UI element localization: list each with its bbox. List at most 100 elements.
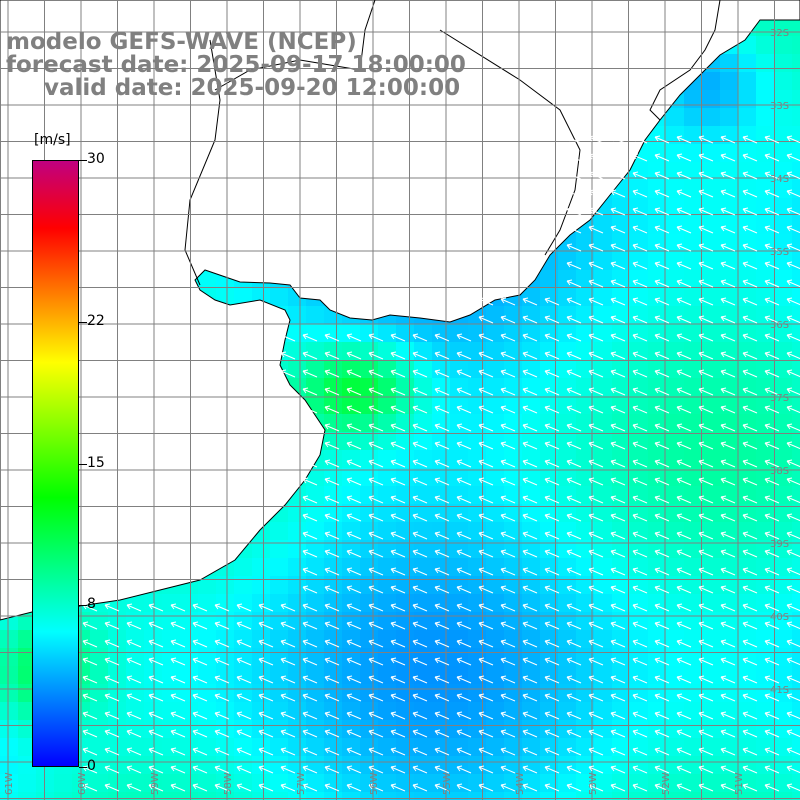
wind-arrow [566,729,582,738]
wind-cell [594,216,612,234]
wind-cell [306,612,324,630]
wind-arrow [676,153,692,162]
wind-cell [594,270,612,288]
wind-cell [648,162,666,180]
wind-cell [432,648,450,666]
wind-arrow [478,351,494,360]
wind-cell [774,36,792,54]
wind-cell [522,738,540,756]
wind-cell [522,468,540,486]
wind-cell [360,432,378,450]
wind-cell [648,702,666,720]
wind-cell [378,450,396,468]
wind-cell [666,144,684,162]
wind-arrow [764,171,780,180]
wind-cell [486,756,504,774]
wind-cell [756,180,774,198]
colorbar [32,160,79,767]
wind-arrow [786,441,800,450]
wind-cell [198,774,216,792]
wind-cell [306,792,324,800]
wind-cell [288,576,306,594]
wind-cell [576,594,594,612]
wind-arrow [456,783,472,792]
wind-cell [180,666,198,684]
wind-cell [558,432,576,450]
wind-arrow [412,621,428,630]
wind-cell [414,792,432,800]
wind-cell [522,774,540,792]
wind-arrow [654,315,670,324]
wind-cell [684,540,702,558]
wind-arrow [654,441,670,450]
latitude-label: 35S [770,247,789,258]
wind-cell [576,558,594,576]
wind-arrow [588,297,604,306]
wind-cell [288,774,306,792]
wind-arrow [368,531,384,540]
wind-cell [594,234,612,252]
wind-cell [594,486,612,504]
wind-arrow [390,783,406,792]
wind-cell [738,306,756,324]
wind-cell [756,414,774,432]
wind-arrow [280,765,296,774]
wind-arrow [632,783,648,792]
wind-cell [378,360,396,378]
border-line [214,0,376,91]
wind-arrow [764,387,780,396]
wind-arrow [478,585,494,594]
wind-cell [648,756,666,774]
wind-arrow [588,639,604,648]
wind-arrow [588,477,604,486]
wind-arrow [302,423,318,432]
wind-arrow [654,135,670,144]
wind-cell [738,558,756,576]
wind-arrow [368,729,384,738]
wind-cell [432,594,450,612]
wind-arrow [698,279,714,288]
wind-cell [666,162,684,180]
wind-cell [792,288,800,306]
wind-arrow [258,783,274,792]
wind-arrow [148,747,164,756]
wind-arrow [390,459,406,468]
wind-cell [648,360,666,378]
wind-arrow [478,693,494,702]
wind-arrow [478,423,494,432]
wind-cell [522,342,540,360]
wind-arrow [170,729,186,738]
wind-cell [324,342,342,360]
wind-arrow [654,207,670,216]
wind-cell [774,108,792,126]
wind-arrow [390,531,406,540]
wind-cell [468,540,486,558]
wind-cell [252,576,270,594]
wind-arrow [676,459,692,468]
wind-cell [342,666,360,684]
wind-arrow [346,369,362,378]
wind-arrow [654,171,670,180]
wind-arrow [720,531,736,540]
longitude-label: 54W [515,772,526,795]
wind-cell [360,648,378,666]
wind-arrow [588,243,604,252]
wind-arrow [324,531,340,540]
wind-cell [432,486,450,504]
wind-cell [648,234,666,252]
wind-arrow [302,657,318,666]
wind-cell [306,522,324,540]
wind-cell [684,720,702,738]
wind-cell [738,144,756,162]
wind-cell [252,648,270,666]
wind-cell [522,576,540,594]
wind-cell [720,288,738,306]
wind-arrow [434,477,450,486]
wind-cell [792,558,800,576]
wind-arrow [764,711,780,720]
wind-arrow [566,333,582,342]
wind-arrow [324,693,340,702]
wind-cell [630,666,648,684]
wind-arrow [192,693,208,702]
wind-arrow [126,783,142,792]
